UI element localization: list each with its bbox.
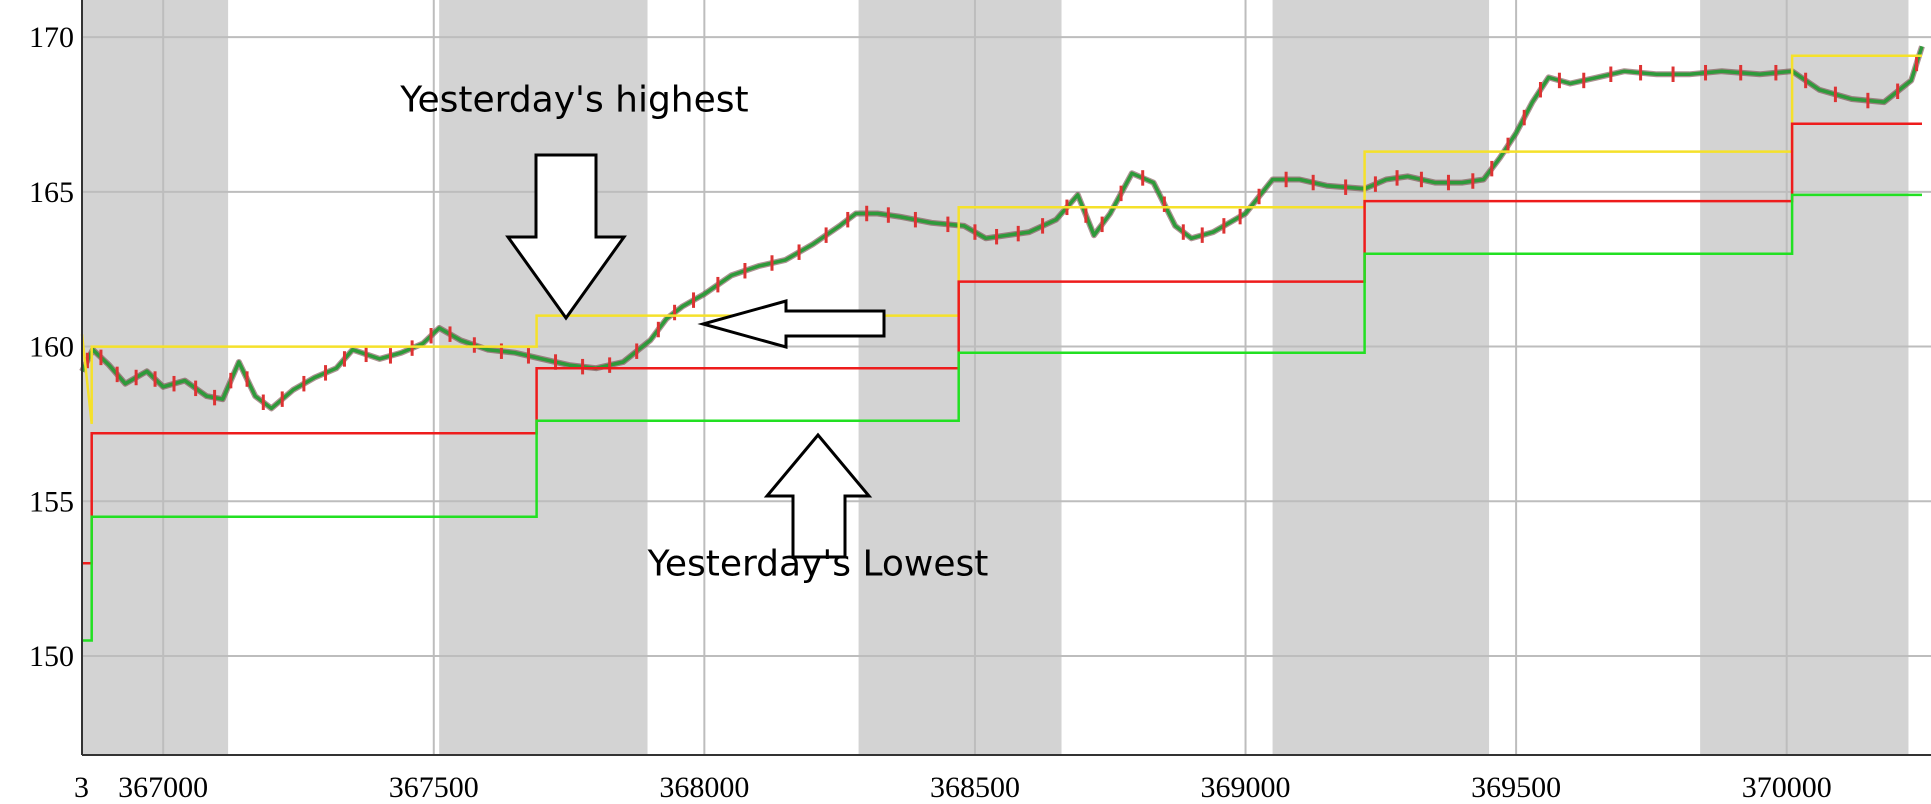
- level-line-yesterday-close: [82, 122, 1922, 565]
- y-tick-label: 150: [29, 640, 74, 673]
- annotation-yesterdays-highest: Yesterday's highest: [399, 79, 748, 120]
- y-axis-ticks: 150 155 160 165 170: [29, 21, 74, 673]
- x-tick-label: 370000: [1742, 771, 1832, 804]
- y-tick-label: 170: [29, 21, 74, 54]
- x-axis-ticks: 367000 367500 368000 368500 369000 369500 3700…: [118, 771, 1832, 804]
- y-tick-label: 165: [29, 176, 74, 209]
- annotation-yesterdays-lowest: Yesterday's Lowest: [647, 544, 989, 585]
- y-tick-label: 160: [29, 331, 74, 364]
- x-tick-label: 369500: [1471, 771, 1561, 804]
- shaded-band: [439, 0, 648, 755]
- up-arrow: [763, 432, 873, 559]
- price-line: [80, 45, 1924, 411]
- level-lines: [80, 54, 1922, 642]
- shaded-band: [1700, 0, 1909, 755]
- left-arrow: [697, 299, 886, 349]
- x-tick-label: 367000: [118, 771, 208, 804]
- x-tick-label: 369000: [1201, 771, 1291, 804]
- price-series: [79, 45, 1925, 412]
- session-shading: [82, 0, 1909, 755]
- x-axis-cut-label: 3: [74, 771, 89, 804]
- down-arrow: [505, 153, 627, 321]
- shaded-band: [1272, 0, 1490, 755]
- level-line-yesterday-low: [82, 193, 1922, 642]
- y-tick-label: 155: [29, 485, 74, 518]
- x-tick-label: 367500: [389, 771, 479, 804]
- x-tick-label: 368500: [930, 771, 1020, 804]
- shaded-band: [858, 0, 1062, 755]
- x-tick-label: 368000: [659, 771, 749, 804]
